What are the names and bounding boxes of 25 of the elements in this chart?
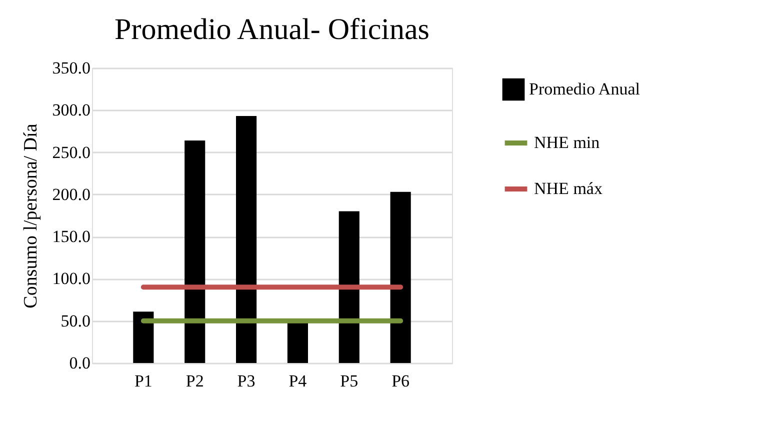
y-tick-label: 0.0 <box>69 354 90 372</box>
bar <box>338 211 360 363</box>
bar <box>287 322 308 363</box>
x-tick-label: P6 <box>392 372 410 390</box>
x-tick-label: P3 <box>237 372 256 390</box>
legend-label: NHE máx <box>534 179 603 198</box>
legend-label: Promedio Anual <box>529 80 640 98</box>
x-tick-label: P2 <box>186 372 204 390</box>
y-tick-label: 300.0 <box>52 100 90 120</box>
chart-title: Promedio Anual- Oficinas <box>114 13 430 46</box>
y-tick-label: 100.0 <box>52 269 90 288</box>
bar <box>236 116 257 363</box>
legend-label: NHE min <box>534 133 600 152</box>
y-tick-label: 150.0 <box>52 227 90 246</box>
bar <box>390 192 411 363</box>
bar <box>133 312 154 363</box>
x-tick-label: P5 <box>340 372 358 390</box>
y-axis-title: Consumo l/persona/ Día <box>20 123 42 308</box>
x-tick-label: P1 <box>134 372 152 390</box>
bar <box>184 140 206 363</box>
x-tick-label: P4 <box>288 372 308 390</box>
y-tick-label: 250.0 <box>52 142 90 162</box>
y-tick-label: 350.0 <box>52 58 90 78</box>
y-tick-label: 50.0 <box>60 311 90 330</box>
y-tick-label: 200.0 <box>52 184 90 204</box>
